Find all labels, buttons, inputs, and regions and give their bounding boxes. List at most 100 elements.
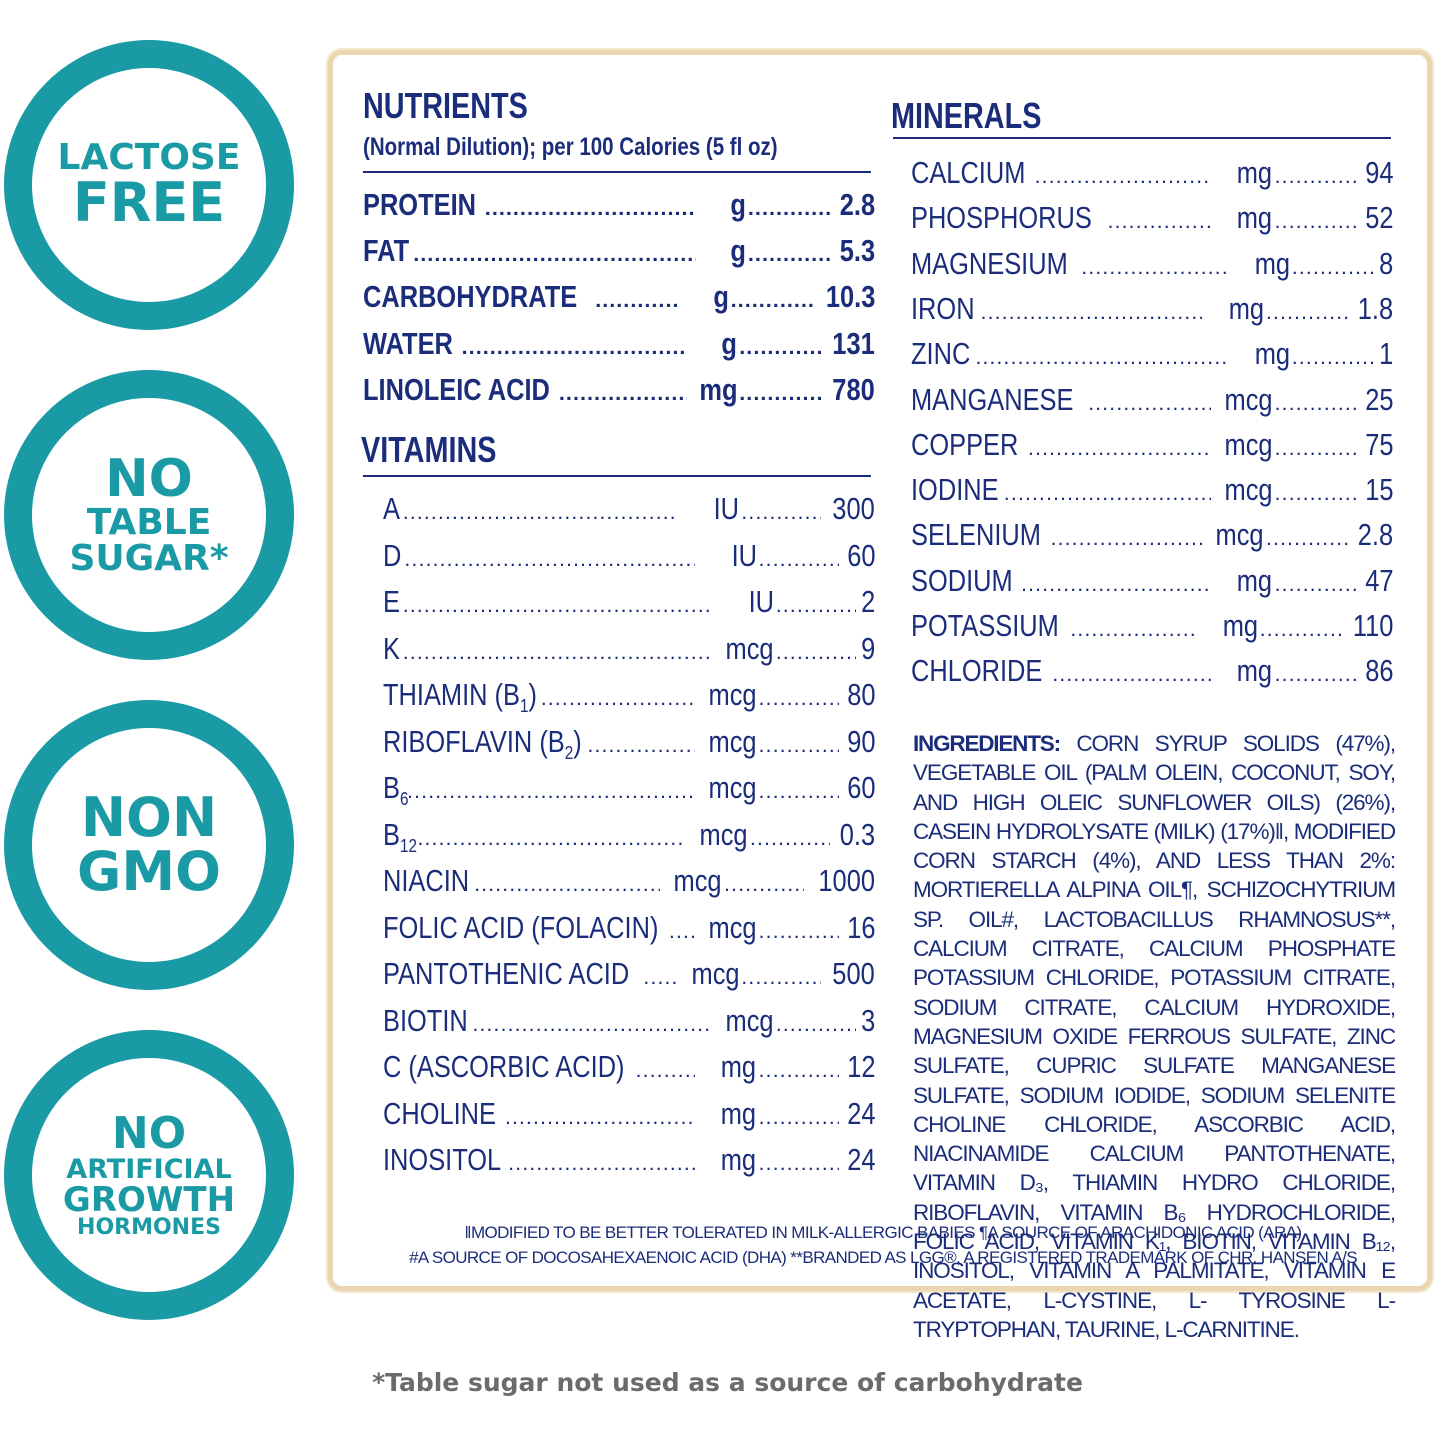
vitamins-value: 24 bbox=[846, 1142, 875, 1177]
vitamins-name: BIOTIN bbox=[383, 1002, 468, 1038]
vitamins-row: A IU 300 bbox=[383, 491, 875, 527]
dot-leader bbox=[731, 287, 813, 313]
vitamins-value: 300 bbox=[832, 491, 875, 526]
badge-line: NO bbox=[105, 449, 193, 509]
vitamins-unit: IU bbox=[713, 491, 740, 526]
minerals-unit: mg bbox=[1254, 336, 1290, 372]
minerals-value: 1.8 bbox=[1357, 290, 1393, 326]
vitamins-unit: mcg bbox=[708, 770, 757, 805]
dot-leader bbox=[485, 195, 696, 221]
vitamins-name: B6 bbox=[383, 770, 409, 810]
dot-leader bbox=[1275, 390, 1357, 416]
dot-leader bbox=[462, 334, 688, 360]
vitamins-unit: mcg bbox=[725, 630, 774, 666]
dot-leader bbox=[559, 380, 687, 406]
nutrients-value: 2.8 bbox=[839, 187, 875, 222]
minerals-unit: mg bbox=[1237, 200, 1273, 236]
minerals-value: 2.8 bbox=[1357, 517, 1393, 553]
vitamins-name: FOLIC ACID (FOLACIN) bbox=[383, 909, 659, 945]
vitamins-value: 60 bbox=[846, 537, 875, 573]
vitamins-unit: mcg bbox=[708, 677, 757, 712]
minerals-unit: mcg bbox=[1224, 426, 1273, 462]
dot-leader bbox=[724, 871, 804, 897]
nutrients-value: 780 bbox=[832, 371, 875, 407]
vitamins-row: THIAMIN (B1) mcg 80 bbox=[383, 677, 875, 717]
badge-line: TABLE bbox=[86, 502, 212, 543]
dot-leader bbox=[1275, 661, 1357, 687]
minerals-name: SODIUM bbox=[911, 562, 1013, 598]
vitamins-unit: mcg bbox=[691, 956, 740, 991]
minerals-unit: mcg bbox=[1224, 381, 1273, 417]
minerals-name: COPPER bbox=[911, 426, 1019, 462]
minerals-unit: mg bbox=[1237, 562, 1273, 598]
dot-leader bbox=[776, 639, 856, 665]
badge-line: ARTIFICIAL bbox=[66, 1153, 232, 1185]
nutrients-row: FAT g 5.3 bbox=[363, 233, 875, 269]
minerals-name: CHLORIDE bbox=[911, 653, 1043, 689]
vitamins-unit: mcg bbox=[725, 1002, 774, 1038]
nutrients-unit: g bbox=[713, 279, 729, 315]
nutrition-panel: NUTRIENTS (Normal Dilution); per 100 Cal… bbox=[328, 50, 1432, 1342]
dot-leader bbox=[1004, 480, 1211, 506]
dot-leader bbox=[1266, 525, 1348, 551]
dot-leader bbox=[759, 778, 839, 804]
minerals-value: 86 bbox=[1364, 653, 1393, 689]
dot-leader bbox=[1081, 254, 1228, 280]
nutrients-value: 10.3 bbox=[825, 279, 875, 315]
dot-leader bbox=[505, 1104, 695, 1130]
minerals-row: CALCIUM mg 94 bbox=[911, 155, 1393, 191]
dot-leader bbox=[669, 918, 695, 944]
vitamins-value: 80 bbox=[846, 677, 875, 712]
minerals-name: SELENIUM bbox=[911, 517, 1041, 553]
dot-leader bbox=[776, 592, 856, 618]
nutrients-subtitle: (Normal Dilution); per 100 Calories (5 f… bbox=[363, 133, 778, 161]
dot-leader bbox=[643, 964, 677, 990]
table-sugar-note-text: *Table sugar not used as a source of car… bbox=[372, 1368, 1083, 1397]
vitamins-value: 90 bbox=[846, 723, 875, 759]
minerals-row: MANGANESE mcg 25 bbox=[911, 382, 1393, 418]
table-sugar-note: *Table sugar not used as a source of car… bbox=[0, 1368, 1445, 1397]
dot-leader bbox=[472, 1011, 711, 1037]
minerals-name: MANGANESE bbox=[911, 381, 1074, 417]
vitamins-row: B12 mcg 0.3 bbox=[383, 817, 875, 857]
minerals-unit: mg bbox=[1237, 155, 1273, 190]
dot-leader bbox=[981, 299, 1202, 325]
vitamins-rule bbox=[363, 475, 871, 477]
vitamins-value: 9 bbox=[860, 630, 875, 666]
dot-leader bbox=[474, 871, 660, 897]
dot-leader bbox=[541, 685, 695, 711]
dot-leader bbox=[1088, 390, 1210, 416]
dot-leader bbox=[975, 344, 1227, 370]
badge-line: LACTOSE bbox=[57, 137, 241, 178]
ingredients-text: INGREDIENTS: CORN SYRUP SOLIDS (47%), VE… bbox=[913, 729, 1396, 1344]
dot-leader bbox=[1275, 208, 1357, 234]
no-artificial-growth-hormones-badge: NO ARTIFICIAL GROWTH HORMONES bbox=[4, 1030, 294, 1320]
minerals-row: COPPER mcg 75 bbox=[911, 427, 1393, 463]
vitamins-row: NIACIN mcg 1000 bbox=[383, 863, 875, 899]
vitamins-unit: mcg bbox=[708, 909, 757, 945]
dot-leader bbox=[417, 825, 686, 851]
badge-line: FREE bbox=[72, 171, 226, 234]
dot-leader bbox=[759, 1057, 839, 1083]
vitamins-value: 12 bbox=[846, 1049, 875, 1084]
minerals-row: IRON mg 1.8 bbox=[911, 291, 1393, 327]
dot-leader bbox=[407, 778, 694, 804]
vitamins-unit: mg bbox=[721, 1095, 757, 1131]
badge-line: GROWTH bbox=[62, 1179, 236, 1220]
badge-line: SUGAR* bbox=[69, 538, 229, 579]
vitamins-value: 1000 bbox=[818, 863, 875, 898]
dot-leader bbox=[759, 732, 839, 758]
minerals-unit: mg bbox=[1222, 608, 1258, 643]
minerals-unit: mcg bbox=[1224, 472, 1273, 508]
dot-leader bbox=[1260, 616, 1342, 642]
dot-leader bbox=[741, 499, 821, 525]
dot-leader bbox=[587, 732, 694, 758]
minerals-row: SODIUM mg 47 bbox=[911, 563, 1393, 599]
minerals-title: MINERALS bbox=[891, 95, 1042, 136]
badge-content: NO TABLE SUGAR* bbox=[32, 398, 266, 632]
nutrients-row: LINOLEIC ACID mg 780 bbox=[363, 372, 875, 408]
vitamins-row: C (ASCORBIC ACID) mg 12 bbox=[383, 1049, 875, 1085]
vitamins-value: 0.3 bbox=[839, 816, 875, 852]
minerals-value: 110 bbox=[1352, 608, 1393, 643]
dot-leader bbox=[1275, 571, 1357, 597]
